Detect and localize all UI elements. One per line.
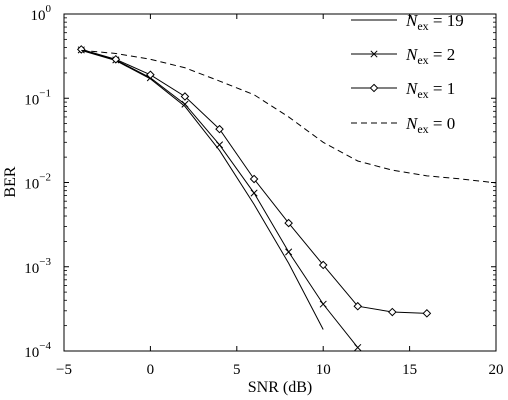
x-marker-stroke	[319, 300, 327, 308]
data-point	[284, 218, 293, 228]
legend-marker	[369, 83, 379, 93]
data-point	[215, 124, 224, 134]
x-tick-label: 15	[402, 362, 417, 378]
legend-entry: Nex = 1	[351, 79, 455, 101]
axis-ticks: −5 0 5 10 15 20 10−4 10−3 10−2 10−1 100	[24, 3, 503, 378]
plot-area	[76, 45, 497, 352]
series-2	[76, 45, 432, 318]
legend-label: Nex = 2	[405, 45, 455, 67]
data-point	[146, 70, 155, 80]
data-point	[180, 92, 190, 101]
y-axis-title: BER	[2, 166, 19, 197]
data-point	[422, 309, 432, 318]
data-point	[285, 248, 293, 256]
y-tick-label: 100	[31, 3, 52, 24]
y-tick-label: 10−3	[24, 256, 51, 277]
data-point	[354, 343, 362, 352]
series-3	[81, 49, 497, 184]
legend-label: Nex = 1	[405, 79, 455, 101]
data-point	[319, 300, 327, 308]
data-point	[76, 45, 86, 54]
legend-entry: Nex = 19	[351, 11, 464, 33]
x-tick-label: 20	[489, 362, 504, 378]
data-point	[250, 189, 258, 197]
x-marker-stroke	[250, 189, 258, 197]
legend-label: Nex = 19	[405, 11, 464, 33]
data-point	[388, 307, 397, 317]
x-tick-label: 10	[316, 362, 331, 378]
series-line	[81, 49, 497, 184]
x-marker-stroke	[285, 248, 293, 256]
x-tick-label: 0	[147, 362, 155, 378]
data-point	[353, 301, 363, 311]
series-0	[81, 49, 324, 330]
data-point	[215, 141, 224, 149]
y-tick-label: 10−2	[24, 172, 51, 193]
y-tick-label: 10−4	[24, 340, 51, 361]
legend-marker	[370, 50, 378, 58]
x-axis-title: SNR (dB)	[248, 379, 312, 396]
data-point	[249, 174, 259, 184]
data-point	[318, 260, 328, 270]
legend: Nex = 19 Nex = 2 Nex = 1 Nex = 0	[351, 11, 464, 136]
legend-label: Nex = 0	[405, 114, 455, 136]
legend-entry: Nex = 0	[351, 114, 455, 136]
data-point	[111, 54, 121, 64]
x-marker-stroke	[215, 141, 224, 149]
legend-entry: Nex = 2	[351, 45, 455, 67]
x-marker-stroke	[370, 50, 378, 58]
x-tick-label: −5	[56, 362, 72, 378]
x-marker-stroke	[181, 100, 189, 108]
x-tick-label: 5	[233, 362, 241, 378]
y-tick-label: 10−1	[24, 87, 51, 108]
x-marker-stroke	[354, 343, 362, 352]
series-line	[81, 49, 324, 330]
data-point	[181, 100, 189, 108]
